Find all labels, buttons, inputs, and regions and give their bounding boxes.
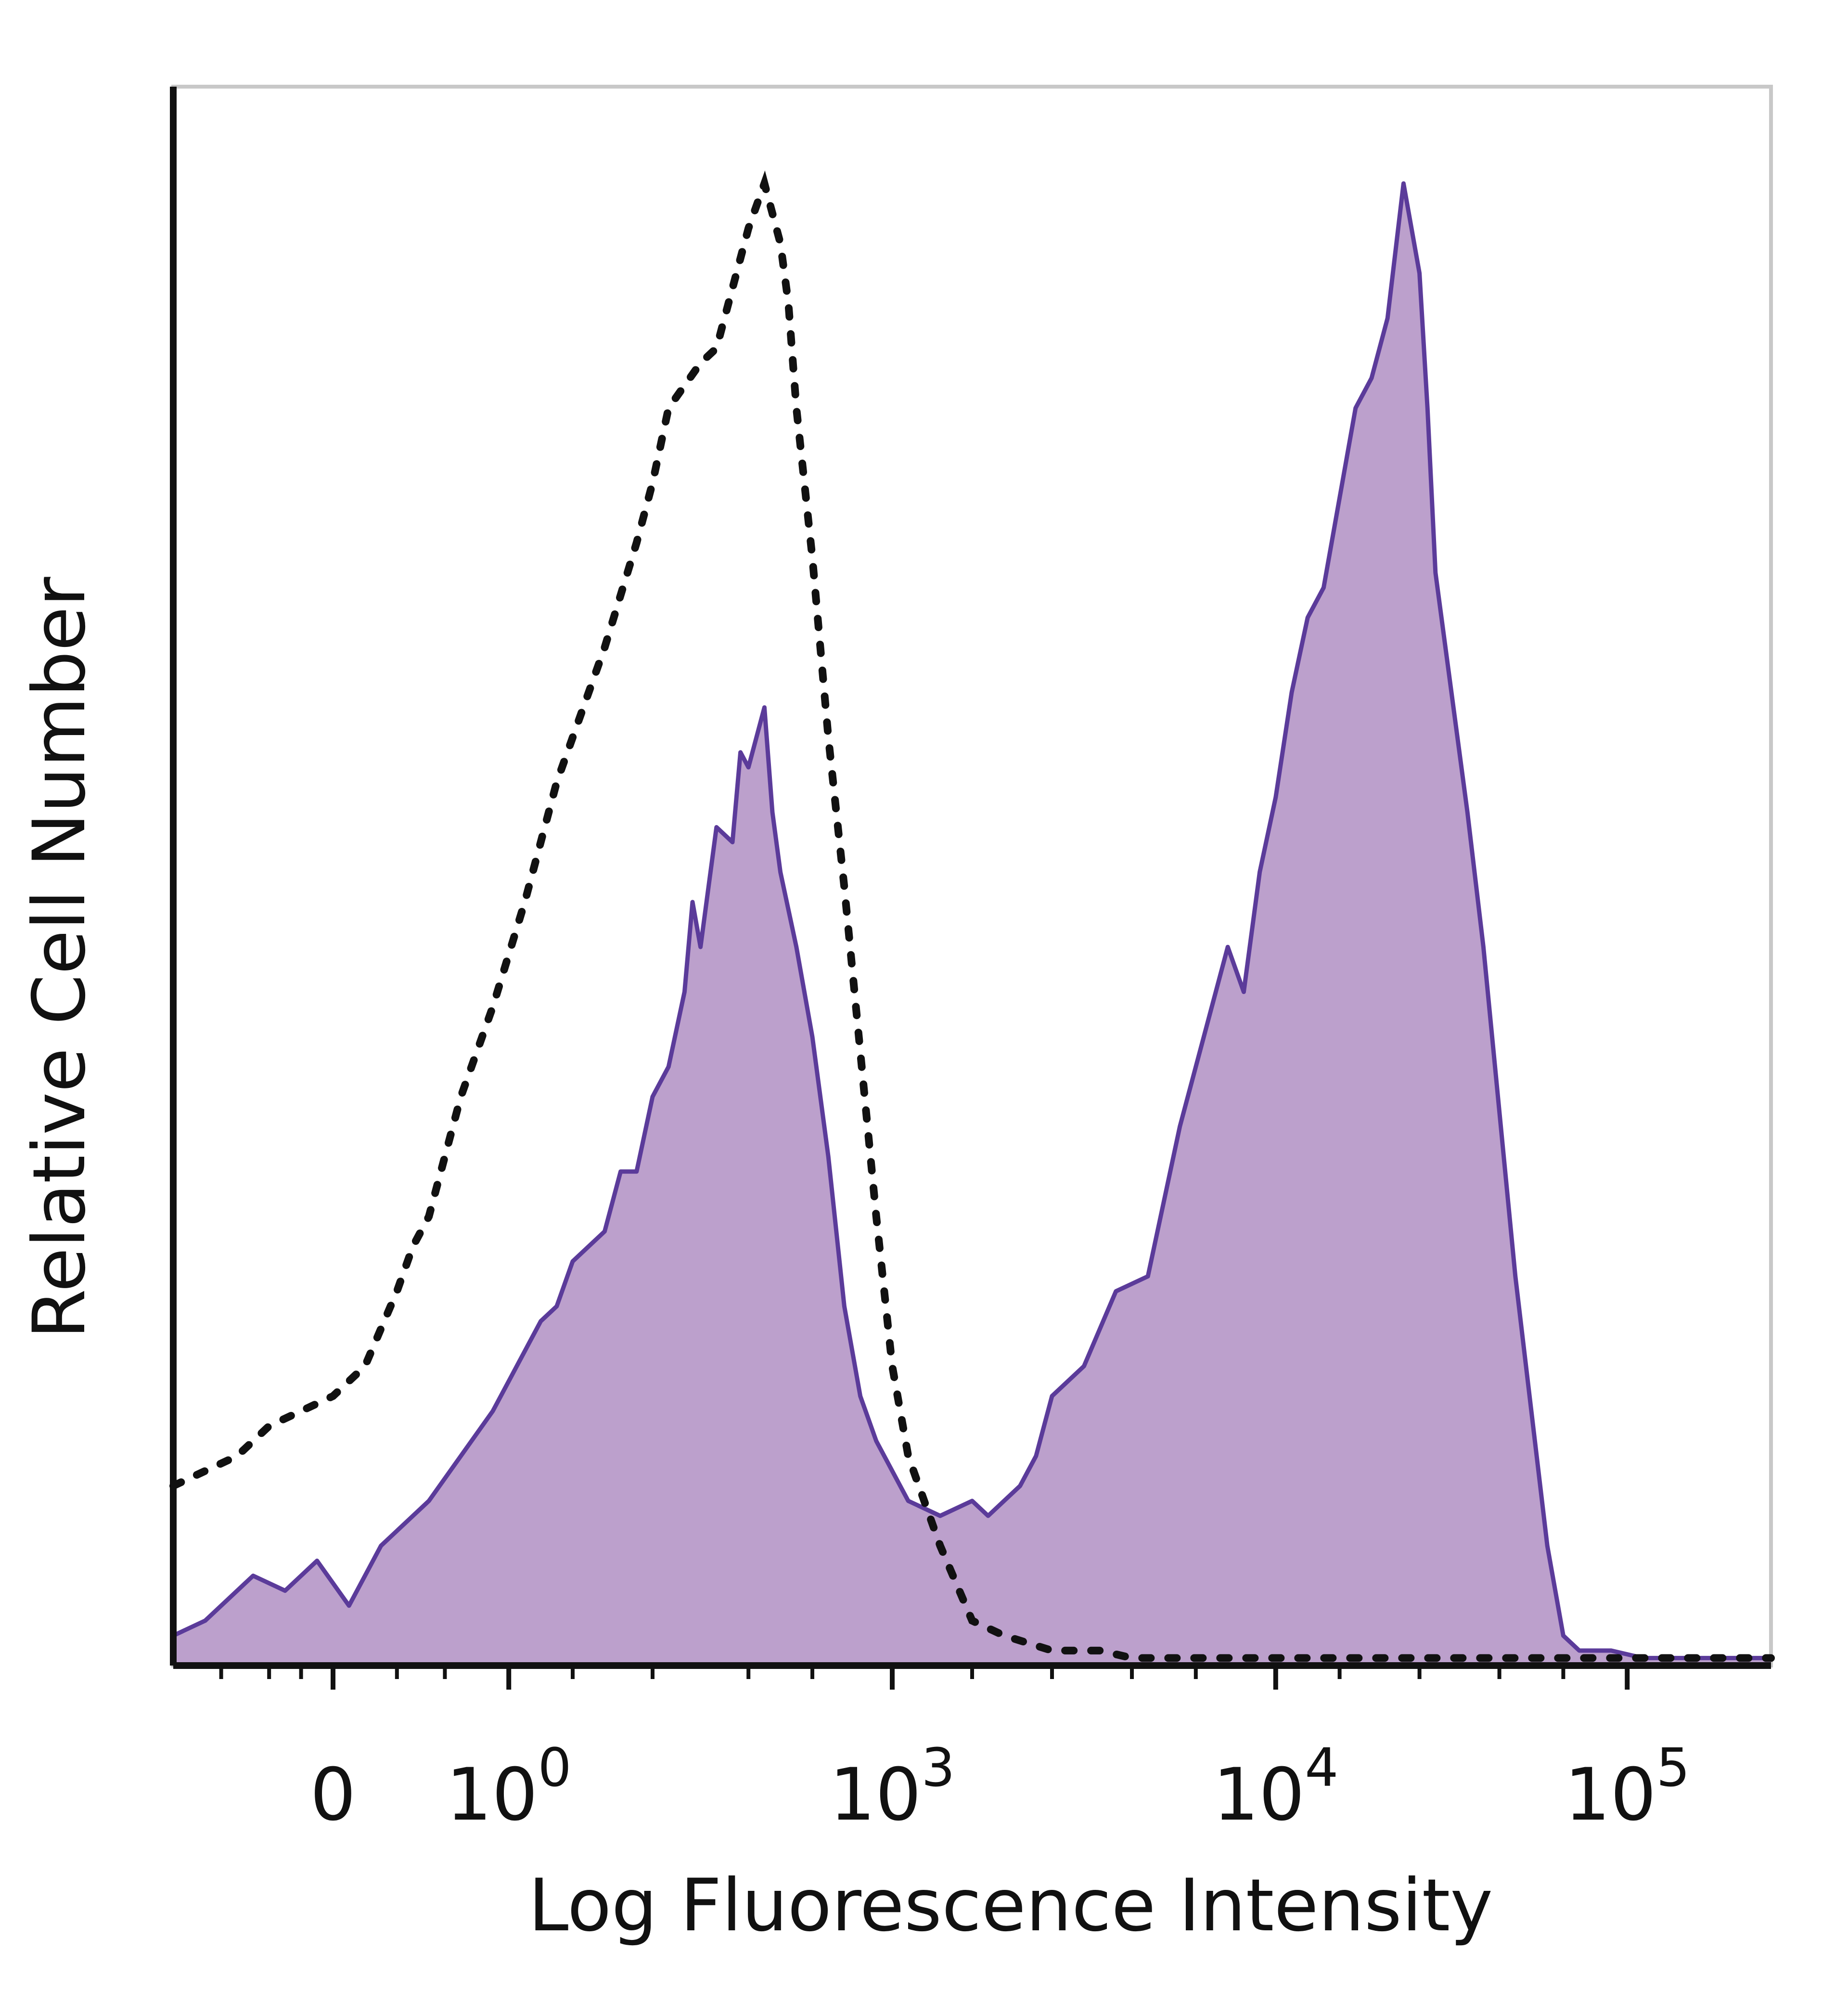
- series-0-line: [172, 181, 1771, 1660]
- x-tick-label-0: 0: [310, 1753, 356, 1837]
- x-tick-label-3: 104: [1213, 1737, 1338, 1837]
- x-tick-label-1: 100: [446, 1737, 572, 1837]
- series-layer: [169, 170, 1775, 1666]
- series-1-dotted-line: [169, 170, 1775, 1662]
- x-tick-label-4: 105: [1565, 1737, 1690, 1837]
- y-axis-label: Relative Cell Number: [18, 577, 102, 1339]
- series-0-fill: [173, 183, 1771, 1666]
- x-tick-layer: 0 100 103 104 105: [219, 1666, 1690, 1837]
- x-tick-label-2: 103: [830, 1737, 955, 1837]
- x-axis-label: Log Fluorescence Intensity: [528, 1864, 1493, 1948]
